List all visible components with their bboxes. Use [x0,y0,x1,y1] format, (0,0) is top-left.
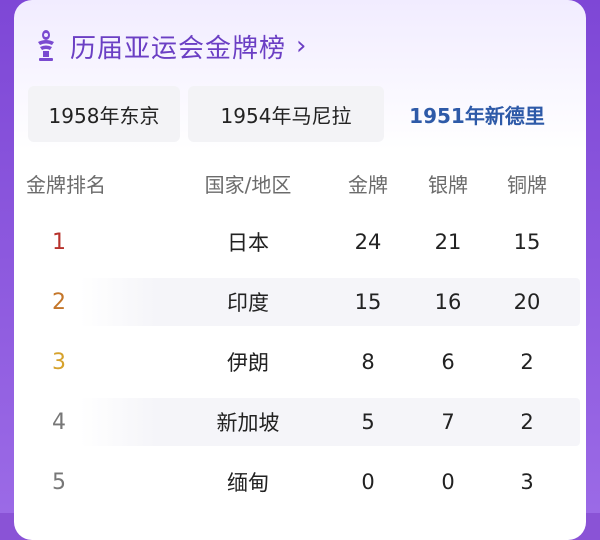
silver-cell: 16 [434,290,462,314]
table-row[interactable]: 3 伊朗 8 6 2 [0,332,600,392]
table-body: 1 日本 24 21 15 2 印度 15 16 20 3 伊朗 8 6 2 4… [0,212,600,512]
card-header[interactable]: 历届亚运会金牌榜 › [34,24,306,68]
silver-cell: 7 [441,410,455,434]
country-cell: 新加坡 [216,411,280,435]
table-header: 金牌排名 国家/地区 金牌 银牌 铜牌 [0,162,600,204]
table-row[interactable]: 5 缅甸 0 0 3 [0,452,600,512]
rank-cell: 2 [52,289,66,315]
table-row[interactable]: 2 印度 15 16 20 [0,272,600,332]
gold-cell: 24 [354,230,382,254]
column-header-rank: 金牌排名 [26,172,106,197]
tab-1951-new-delhi[interactable]: 1951年新德里 [409,103,545,128]
bronze-cell: 2 [520,350,534,374]
rank-cell: 3 [52,349,66,375]
rank-cell: 4 [52,409,66,435]
gold-cell: 15 [354,290,382,314]
bronze-cell: 20 [513,290,541,314]
column-header-silver: 银牌 [428,172,468,197]
chevron-right-icon[interactable]: › [296,31,307,61]
page-title: 历届亚运会金牌榜 [70,33,287,64]
rank-cell: 1 [52,229,66,255]
column-header-bronze: 铜牌 [507,172,547,197]
tab-1954-manila[interactable]: 1954年马尼拉 [188,86,384,142]
year-tabs: 1958年东京 1954年马尼拉 1951年新德里 [28,86,562,142]
country-cell: 日本 [227,231,269,255]
bronze-cell: 15 [513,230,541,254]
column-header-country: 国家/地区 [204,172,292,197]
table-row[interactable]: 1 日本 24 21 15 [0,212,600,272]
table-row[interactable]: 4 新加坡 5 7 2 [0,392,600,452]
bronze-cell: 3 [520,470,534,494]
silver-cell: 0 [441,470,455,494]
column-header-gold: 金牌 [348,172,388,197]
silver-cell: 6 [441,350,455,374]
country-cell: 伊朗 [227,351,269,375]
bronze-cell: 2 [520,410,534,434]
country-cell: 缅甸 [227,471,269,495]
gold-cell: 5 [361,410,375,434]
country-cell: 印度 [227,291,269,315]
asian-games-torch-icon [38,30,54,61]
silver-cell: 21 [434,230,462,254]
gold-cell: 8 [361,350,375,374]
tab-1958-tokyo[interactable]: 1958年东京 [28,86,180,142]
gold-cell: 0 [361,470,375,494]
rank-cell: 5 [52,469,66,495]
